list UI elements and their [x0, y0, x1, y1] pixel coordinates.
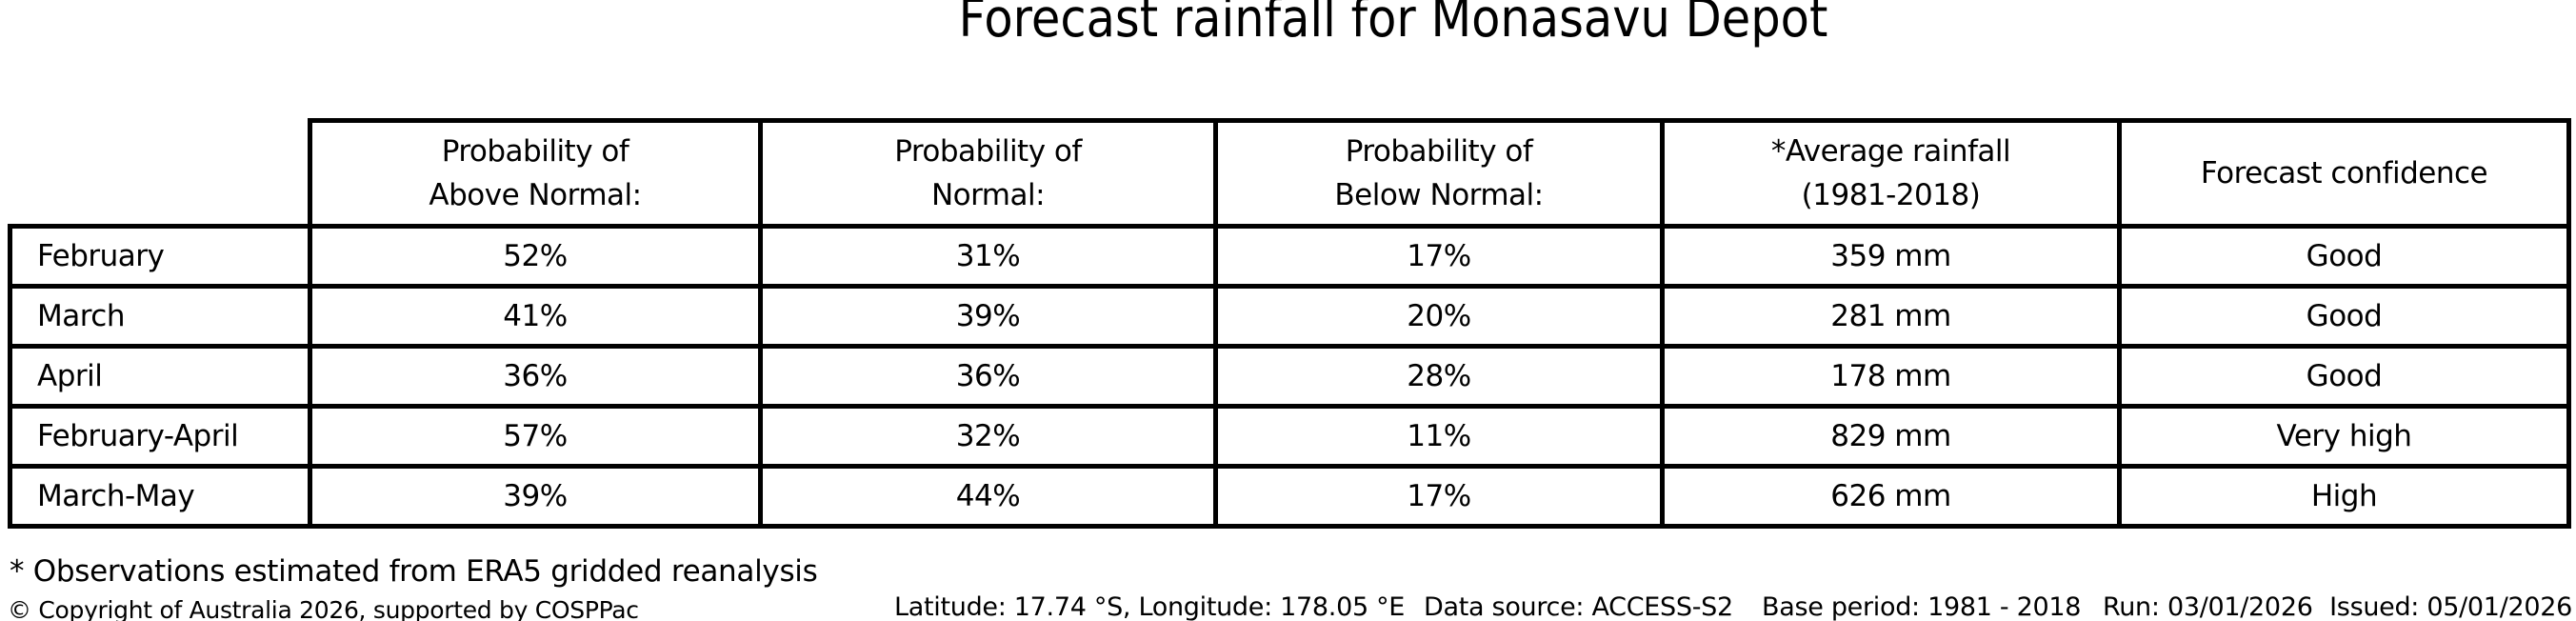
col-header-prob-normal: Probability of Normal:: [758, 118, 1218, 229]
cell-prob-below: 17%: [1213, 464, 1665, 529]
row-label: March-May: [8, 464, 312, 529]
cell-confidence: Very high: [2117, 404, 2571, 469]
figure-title: Forecast rainfall for Monasavu Depot: [958, 0, 1828, 49]
cell-average-rainfall: 359 mm: [1660, 224, 2122, 289]
observations-footnote: * Observations estimated from ERA5 gridd…: [10, 554, 818, 589]
copyright-note: © Copyright of Australia 2026, supported…: [8, 596, 639, 621]
cell-average-rainfall: 829 mm: [1660, 404, 2122, 469]
cell-confidence: Good: [2117, 284, 2571, 349]
location-info: Latitude: 17.74 °S, Longitude: 178.05 °E: [894, 592, 1406, 621]
table-row-february-april: February-April 57% 32% 11% 829 mm Very h…: [8, 404, 2571, 469]
cell-prob-below: 20%: [1213, 284, 1665, 349]
row-label: March: [8, 284, 312, 349]
cell-confidence: Good: [2117, 224, 2571, 289]
col-header-average-rainfall: *Average rainfall (1981-2018): [1660, 118, 2122, 229]
cell-average-rainfall: 178 mm: [1660, 344, 2122, 409]
table-row-march: March 41% 39% 20% 281 mm Good: [8, 284, 2571, 349]
col-header-prob-above-normal: Probability of Above Normal:: [308, 118, 763, 229]
row-label: February-April: [8, 404, 312, 469]
data-source-info: Data source: ACCESS-S2: [1424, 592, 1733, 621]
cell-prob-above: 41%: [308, 284, 763, 349]
row-label: April: [8, 344, 312, 409]
cell-prob-below: 28%: [1213, 344, 1665, 409]
base-period-info: Base period: 1981 - 2018: [1762, 592, 2082, 621]
header-row: Probability of Above Normal: Probability…: [10, 118, 2571, 229]
cell-average-rainfall: 626 mm: [1660, 464, 2122, 529]
cell-confidence: Good: [2117, 344, 2571, 409]
cell-prob-above: 36%: [308, 344, 763, 409]
row-label: February: [8, 224, 312, 289]
cell-prob-below: 11%: [1213, 404, 1665, 469]
cell-prob-normal: 39%: [758, 284, 1218, 349]
cell-prob-normal: 44%: [758, 464, 1218, 529]
cell-prob-above: 57%: [308, 404, 763, 469]
forecast-table: Probability of Above Normal: Probability…: [8, 118, 2571, 529]
cell-average-rainfall: 281 mm: [1660, 284, 2122, 349]
cell-prob-above: 52%: [308, 224, 763, 289]
col-header-forecast-confidence: Forecast confidence: [2117, 118, 2571, 229]
issued-date-info: Issued: 05/01/2026: [2329, 592, 2572, 621]
table-row-march-may: March-May 39% 44% 17% 626 mm High: [8, 464, 2571, 529]
cell-prob-above: 39%: [308, 464, 763, 529]
blank-corner-cell: [10, 121, 310, 227]
cell-prob-normal: 31%: [758, 224, 1218, 289]
run-date-info: Run: 03/01/2026: [2103, 592, 2313, 621]
cell-prob-below: 17%: [1213, 224, 1665, 289]
cell-confidence: High: [2117, 464, 2571, 529]
cell-prob-normal: 36%: [758, 344, 1218, 409]
table-row-february: February 52% 31% 17% 359 mm Good: [8, 224, 2571, 289]
cell-prob-normal: 32%: [758, 404, 1218, 469]
table-row-april: April 36% 36% 28% 178 mm Good: [8, 344, 2571, 409]
col-header-prob-below-normal: Probability of Below Normal:: [1213, 118, 1665, 229]
